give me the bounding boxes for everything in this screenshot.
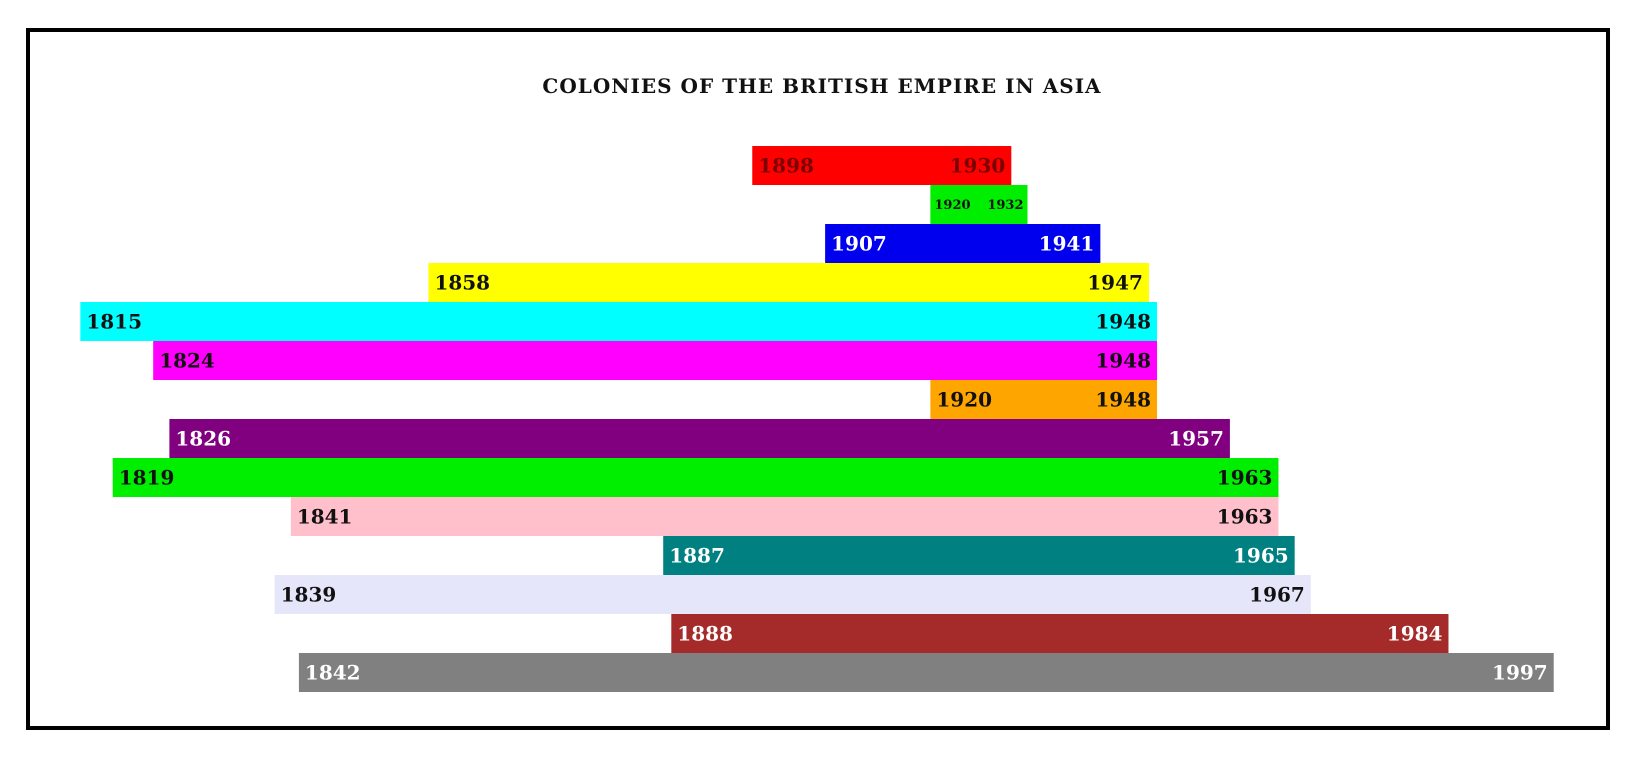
bar-start-label: 1888 — [677, 622, 733, 646]
colony-bar — [825, 224, 1101, 263]
bar-end-label: 1965 — [1233, 544, 1289, 568]
bar-start-label: 1819 — [119, 466, 175, 490]
bar-end-label: 1941 — [1039, 232, 1095, 256]
bar-start-label: 1907 — [831, 232, 887, 256]
colony-bar — [153, 341, 1158, 380]
bar-start-label: 1826 — [175, 427, 231, 451]
bar-end-label: 1932 — [987, 198, 1023, 213]
bar-end-label: 1948 — [1095, 310, 1151, 334]
colony-bar — [930, 380, 1158, 419]
bar-start-label: 1824 — [159, 349, 215, 373]
bar-start-label: 1841 — [297, 505, 353, 529]
bar-end-label: 1930 — [950, 154, 1006, 178]
bar-start-label: 1887 — [669, 544, 725, 568]
colony-bar — [112, 458, 1279, 497]
bar-start-label: 1815 — [86, 310, 142, 334]
bar-start-label: 1898 — [758, 154, 814, 178]
bar-start-label: 1920 — [934, 198, 970, 213]
bar-end-label: 1948 — [1095, 388, 1151, 412]
bar-end-label: 1967 — [1249, 583, 1305, 607]
colony-bar — [752, 146, 1012, 185]
bar-end-label: 1984 — [1387, 622, 1443, 646]
bar-end-label: 1957 — [1168, 427, 1224, 451]
bar-start-label: 1842 — [305, 661, 361, 685]
bar-start-label: 1858 — [434, 271, 490, 295]
bar-end-label: 1947 — [1087, 271, 1143, 295]
bar-start-label: 1920 — [936, 388, 992, 412]
colony-bar — [428, 263, 1149, 302]
colony-bar — [290, 497, 1279, 536]
colony-bar — [298, 653, 1554, 692]
colony-bar — [671, 614, 1449, 653]
bar-end-label: 1997 — [1492, 661, 1548, 685]
colony-bar — [663, 536, 1295, 575]
bar-start-label: 1839 — [281, 583, 337, 607]
chart-title: COLONIES OF THE BRITISH EMPIRE IN ASIA — [542, 74, 1102, 98]
bar-end-label: 1963 — [1217, 466, 1273, 490]
colony-bar — [930, 185, 1028, 224]
colony-bar — [80, 302, 1158, 341]
colony-bar — [274, 575, 1311, 614]
bar-end-label: 1963 — [1217, 505, 1273, 529]
bar-end-label: 1948 — [1095, 349, 1151, 373]
colony-bar — [169, 419, 1230, 458]
